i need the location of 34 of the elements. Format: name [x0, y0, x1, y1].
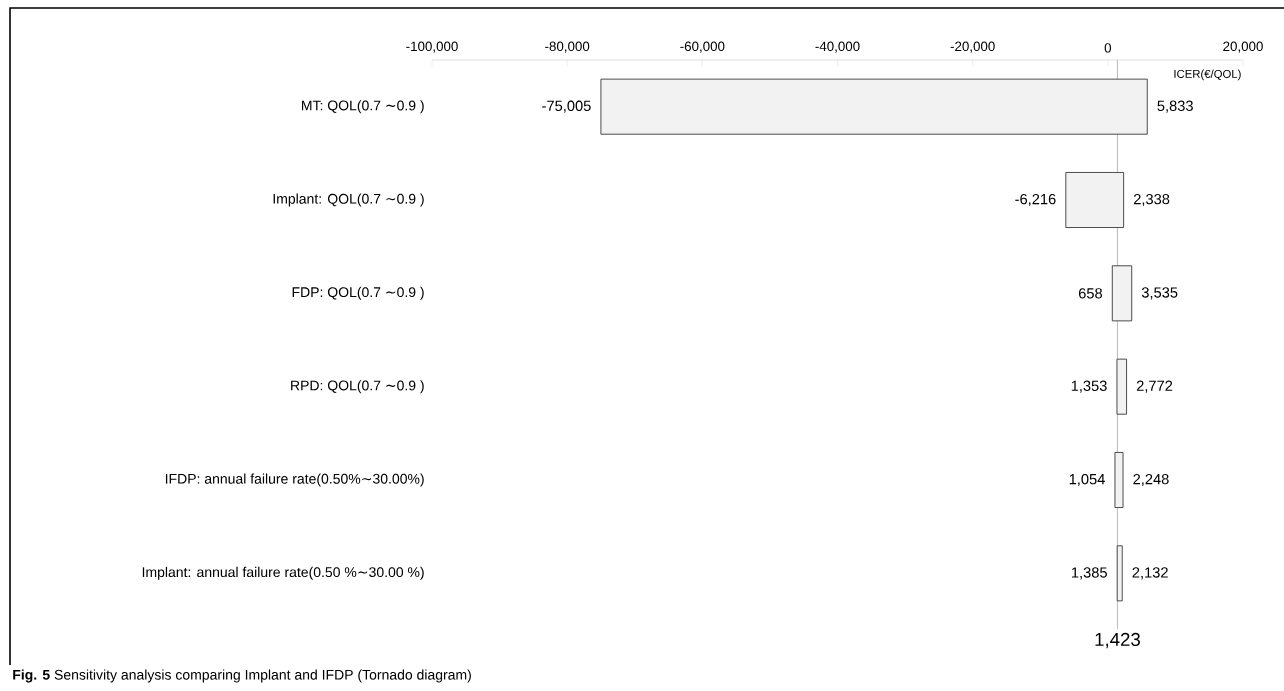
x-axis-title: ICER(€/QOL): [1174, 69, 1241, 81]
bar: [600, 78, 1148, 135]
annotation: 5,833: [1157, 100, 1193, 113]
y-tick-label: MT: QOL(0.7 ∼0.9 ): [302, 100, 424, 114]
y-tick-label: IFDP: annual failure rate(0.50%∼30.00%): [165, 473, 424, 487]
annotation: -6,216: [1015, 193, 1056, 207]
x-tick-label: -40,000: [815, 41, 860, 53]
y-tick-label: FDP: QOL(0.7 ∼0.9 ): [292, 286, 424, 300]
annotation: 2,338: [1133, 193, 1170, 207]
bar: [1116, 545, 1123, 602]
y-tick-label: RPD: QOL(0.7 ∼0.9 ): [291, 380, 424, 394]
annotation: 1,054: [1069, 473, 1105, 487]
y-tick-label: Implant: QOL(0.7 ∼0.9 ): [273, 193, 424, 207]
annotation: 2,248: [1133, 473, 1169, 487]
annotation: 1,385: [1072, 567, 1107, 580]
ref-line-label: 1,423: [1095, 632, 1140, 649]
x-tick-label: -20,000: [950, 41, 995, 53]
x-tick-label: -80,000: [545, 41, 590, 53]
annotation: 658: [1078, 288, 1103, 299]
x-tick-label: -100,000: [406, 41, 458, 53]
x-tick-label: -60,000: [680, 41, 725, 53]
bar: [1114, 451, 1124, 508]
x-tick-label: 0: [1104, 43, 1112, 53]
bar: [1065, 171, 1125, 228]
annotation: -75,005: [542, 100, 591, 113]
annotation: 2,772: [1136, 380, 1173, 393]
y-tick-label: Implant: annual failure rate(0.50 %∼30.00 %): [142, 566, 424, 580]
text: Fig. 5 Sensitivity analysis comparing Implant and IFDP (Tornado diagram): [13, 669, 471, 683]
annotation: 2,132: [1132, 567, 1168, 580]
bar: [1111, 265, 1133, 322]
annotation: 1,353: [1071, 380, 1107, 393]
x-tick-label: 20,000: [1223, 41, 1263, 53]
annotation: 3,535: [1141, 287, 1178, 300]
bar: [1116, 358, 1128, 415]
